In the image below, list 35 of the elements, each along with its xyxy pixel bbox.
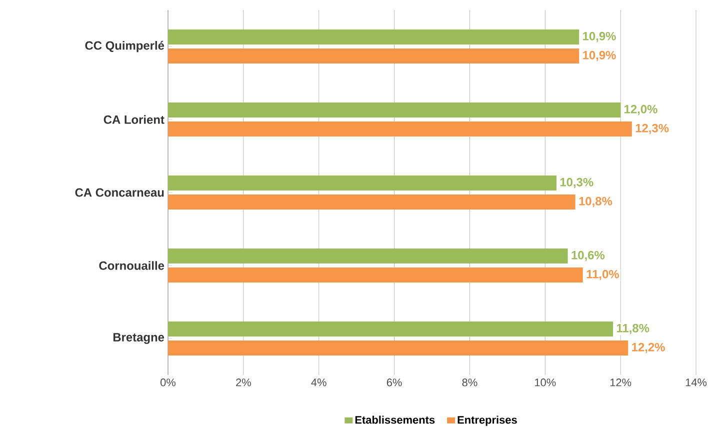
bar	[168, 248, 568, 264]
data-label: 11,0%	[586, 270, 619, 280]
legend-label: Entreprises	[458, 416, 517, 426]
data-label: 10,3%	[560, 178, 594, 188]
legend-label: Etablissements	[355, 416, 435, 424]
data-label: 10,6%	[572, 250, 605, 262]
bar	[168, 102, 621, 118]
bar	[168, 176, 556, 191]
y-tick-label: Cornouaille	[99, 261, 164, 270]
x-tick-label: 2%	[236, 378, 251, 386]
x-tick-label: 0%	[160, 378, 176, 386]
data-label: 12,3%	[636, 124, 669, 134]
bar	[168, 268, 583, 283]
data-label: 12,0%	[624, 104, 658, 116]
data-label: 11,8%	[616, 324, 650, 334]
x-tick-label: 8%	[462, 378, 478, 386]
bar	[168, 194, 576, 210]
x-tick-label: 12%	[610, 378, 632, 386]
data-label: 10,9%	[583, 50, 616, 62]
bar	[168, 322, 614, 337]
x-tick-label: 14%	[686, 378, 707, 386]
x-tick-label: 10%	[535, 378, 556, 386]
x-tick-label: 4%	[311, 378, 326, 386]
bar	[168, 122, 632, 137]
data-label: 10,9%	[583, 32, 616, 42]
bar	[168, 340, 628, 356]
y-tick-label: CA Concarneau	[75, 188, 164, 197]
y-tick-label: CA Lorient	[104, 115, 164, 124]
data-label: 12,2%	[632, 342, 665, 354]
bar	[168, 48, 580, 64]
x-tick-label: 6%	[386, 378, 402, 386]
data-label: 10,8%	[579, 196, 612, 208]
bar	[168, 30, 580, 45]
y-tick-label: Bretagne	[113, 333, 164, 344]
y-tick-label: CC Quimperlé	[85, 40, 164, 52]
